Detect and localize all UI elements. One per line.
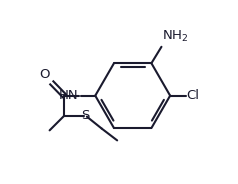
Text: HN: HN bbox=[59, 89, 79, 102]
Text: Cl: Cl bbox=[187, 89, 200, 102]
Text: NH$_2$: NH$_2$ bbox=[162, 29, 189, 44]
Text: O: O bbox=[39, 68, 50, 81]
Text: S: S bbox=[81, 109, 89, 122]
